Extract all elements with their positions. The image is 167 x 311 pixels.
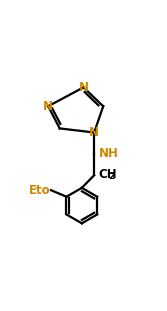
Text: N: N bbox=[43, 100, 53, 113]
Text: CH: CH bbox=[98, 168, 117, 181]
Text: Eto: Eto bbox=[29, 184, 50, 197]
Text: N: N bbox=[78, 81, 89, 94]
Text: 2: 2 bbox=[108, 172, 115, 181]
Text: NH: NH bbox=[99, 147, 119, 160]
Text: N: N bbox=[89, 126, 99, 139]
